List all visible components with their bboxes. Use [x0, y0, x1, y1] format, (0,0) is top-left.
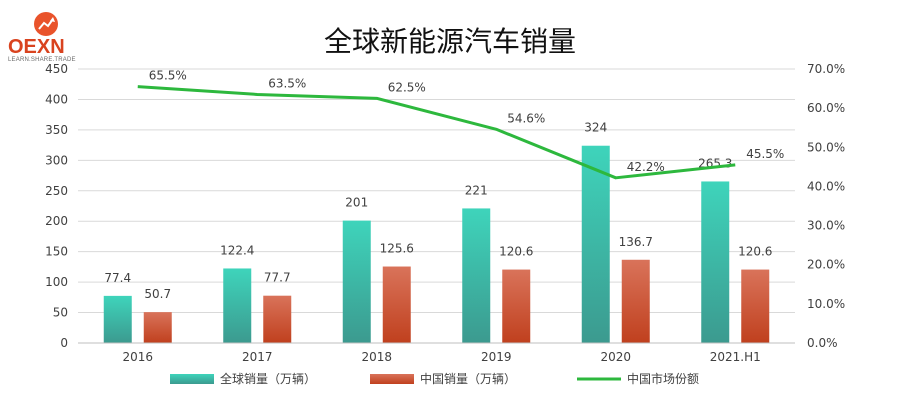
x-tick-label: 2020: [600, 350, 631, 364]
x-tick-label: 2016: [122, 350, 153, 364]
legend-global-label: 全球销量（万辆）: [220, 371, 316, 386]
logo-arrow-icon: [34, 12, 58, 36]
bar-global: [701, 181, 730, 343]
y-left-tick-label: 0: [60, 336, 68, 350]
y-left-tick-label: 450: [45, 62, 68, 76]
data-label-global: 122.4: [220, 243, 254, 257]
bar-global: [342, 220, 371, 343]
data-label-china: 77.7: [264, 271, 291, 285]
data-label-china: 136.7: [619, 235, 653, 249]
logo-text: OEXN: [8, 36, 65, 58]
data-label-china: 120.6: [738, 245, 772, 259]
y-right-tick-label: 30.0%: [807, 219, 845, 233]
y-right-tick-label: 70.0%: [807, 62, 845, 76]
bar-global: [103, 295, 132, 343]
line-layer: 65.5% 63.5% 62.5% 54.6% 42.2% 45.5%: [137, 69, 784, 180]
legend-share-label: 中国市场份额: [627, 371, 699, 386]
y-left-tick-label: 400: [45, 92, 68, 106]
share-line: [137, 85, 736, 180]
legend-china-swatch: [370, 374, 414, 384]
y-left-tick-label: 250: [45, 184, 68, 198]
legend-china-label: 中国销量（万辆）: [420, 371, 516, 386]
axis-layer: 0 50 100 150 200 250 300 350 400 450 0.0% 10.0% 20.0…: [45, 62, 845, 364]
data-label-share: 42.2%: [627, 160, 665, 174]
bar-china: [502, 269, 531, 343]
data-label-global: 77.4: [104, 271, 131, 285]
data-label-global: 324: [584, 121, 607, 135]
logo-tagline: LEARN.SHARE.TRADE: [8, 57, 76, 63]
y-left-tick-label: 150: [45, 245, 68, 259]
chart-title: 全球新能源汽车销量: [323, 25, 576, 58]
data-label-china: 125.6: [380, 242, 414, 256]
y-left-tick-label: 200: [45, 214, 68, 228]
bar-china: [621, 259, 650, 343]
bar-china: [382, 266, 411, 343]
x-tick-label: 2021.H1: [710, 350, 761, 364]
x-tick-label: 2019: [481, 350, 512, 364]
y-right-tick-label: 40.0%: [807, 179, 845, 193]
grid-layer: [78, 68, 795, 344]
data-label-share: 62.5%: [388, 80, 426, 94]
legend: 全球销量（万辆） 中国销量（万辆） 中国市场份额: [170, 371, 699, 386]
bar-china: [741, 269, 770, 343]
y-left-tick-label: 350: [45, 123, 68, 137]
data-label-share: 65.5%: [149, 69, 187, 83]
x-tick-label: 2018: [361, 350, 392, 364]
x-tick-label: 2017: [242, 350, 273, 364]
data-label-share: 63.5%: [268, 76, 306, 90]
y-right-tick-label: 50.0%: [807, 140, 845, 154]
bar-global: [223, 268, 252, 343]
y-right-tick-label: 60.0%: [807, 101, 845, 115]
y-left-tick-label: 100: [45, 275, 68, 289]
y-left-tick-label: 300: [45, 153, 68, 167]
y-right-tick-label: 20.0%: [807, 258, 845, 272]
bar-china: [143, 312, 172, 343]
bars-layer: 77.4 50.7 122.4 77.7 201 125.6 221 120.6 324 136.…: [103, 121, 772, 343]
bar-china: [263, 295, 292, 343]
data-label-share: 45.5%: [746, 147, 784, 161]
y-right-tick-label: 0.0%: [807, 336, 838, 350]
y-right-tick-label: 10.0%: [807, 297, 845, 311]
data-label-china: 120.6: [499, 245, 533, 259]
bar-global: [581, 145, 610, 343]
legend-global-swatch: [170, 374, 214, 384]
y-left-tick-label: 50: [53, 306, 68, 320]
bar-global: [462, 208, 491, 343]
data-label-share: 54.6%: [507, 111, 545, 125]
data-label-global: 201: [345, 196, 368, 210]
data-label-china: 50.7: [144, 287, 171, 301]
data-label-global: 221: [465, 183, 488, 197]
